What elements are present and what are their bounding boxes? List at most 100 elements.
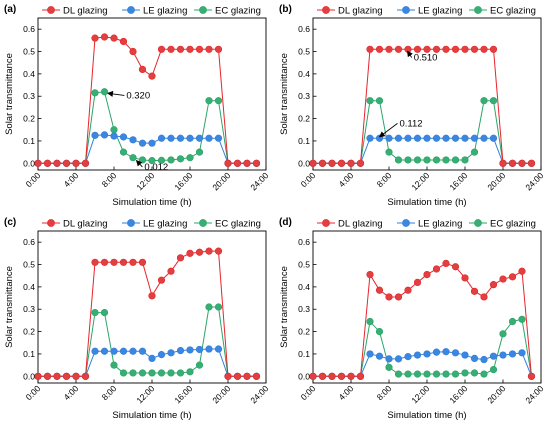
data-point-le bbox=[404, 353, 412, 361]
legend-marker-ec bbox=[199, 6, 207, 14]
annotation-label: 0.510 bbox=[414, 52, 438, 63]
data-point-ec bbox=[423, 156, 431, 164]
data-point-le bbox=[176, 346, 185, 355]
x-tick-label: 8:00 bbox=[375, 383, 394, 402]
y-tick-label: 0.5 bbox=[298, 260, 310, 270]
data-point-dl bbox=[176, 254, 185, 262]
annotation-arrow-head bbox=[378, 131, 386, 138]
plot-frame bbox=[37, 17, 267, 171]
data-point-le bbox=[366, 134, 374, 142]
data-point-dl bbox=[508, 273, 517, 281]
data-point-le bbox=[214, 134, 223, 142]
data-point-le bbox=[432, 134, 441, 142]
x-tick-label: 20:00 bbox=[485, 170, 507, 192]
data-point-ec bbox=[385, 148, 393, 156]
data-point-dl bbox=[499, 159, 507, 167]
data-point-le bbox=[394, 355, 403, 363]
data-point-le bbox=[442, 134, 450, 142]
data-point-dl bbox=[394, 45, 403, 53]
data-point-dl bbox=[233, 159, 242, 167]
data-point-ec bbox=[451, 370, 460, 378]
data-point-dl bbox=[375, 45, 384, 53]
data-point-ec bbox=[110, 126, 118, 134]
data-point-dl bbox=[72, 372, 80, 380]
data-point-le bbox=[157, 134, 166, 142]
y-tick-label: 0.6 bbox=[298, 237, 310, 247]
data-point-dl bbox=[224, 159, 232, 167]
data-point-ec bbox=[100, 88, 109, 96]
x-tick-label: 0:00 bbox=[24, 383, 43, 402]
x-tick-label: 24:00 bbox=[248, 383, 270, 405]
data-point-dl bbox=[167, 45, 175, 53]
data-point-le bbox=[91, 131, 99, 139]
data-point-ec bbox=[508, 317, 517, 326]
plot-frame bbox=[312, 17, 542, 171]
data-point-ec bbox=[167, 369, 175, 377]
x-tick-label: 12:00 bbox=[134, 383, 156, 405]
data-point-dl bbox=[451, 263, 460, 271]
data-point-le bbox=[442, 348, 450, 356]
y-tick-label: 0.2 bbox=[23, 114, 35, 124]
series-line-le bbox=[313, 351, 532, 377]
legend-marker-dl bbox=[322, 6, 330, 14]
x-tick-label: 8:00 bbox=[100, 170, 119, 189]
y-axis-title: Solar transmittance bbox=[4, 53, 15, 135]
data-point-dl bbox=[489, 45, 498, 53]
data-point-ec bbox=[176, 369, 185, 377]
data-point-le bbox=[423, 134, 431, 142]
series-line-dl bbox=[313, 262, 532, 377]
annotation-arrow-line bbox=[111, 93, 125, 96]
y-axis-title: Solar transmittance bbox=[279, 53, 290, 135]
data-point-ec bbox=[119, 148, 128, 156]
data-point-ec bbox=[375, 97, 384, 105]
data-point-ec bbox=[404, 156, 412, 164]
data-point-dl bbox=[366, 270, 374, 279]
data-point-le bbox=[129, 347, 137, 355]
annotation-arrow-head bbox=[406, 50, 413, 58]
data-point-dl bbox=[157, 45, 166, 53]
legend-label-dl: DL glazing bbox=[63, 6, 108, 17]
data-point-le bbox=[148, 139, 156, 147]
data-point-dl bbox=[451, 45, 460, 53]
data-point-dl bbox=[81, 372, 90, 380]
data-point-dl bbox=[432, 45, 441, 53]
x-tick-label: 20:00 bbox=[210, 383, 232, 405]
data-point-dl bbox=[148, 292, 156, 300]
data-point-le bbox=[404, 134, 412, 142]
legend-marker-le bbox=[127, 6, 135, 14]
data-point-le bbox=[470, 134, 479, 142]
data-point-ec bbox=[148, 369, 156, 377]
data-point-dl bbox=[214, 247, 223, 255]
data-point-ec bbox=[119, 369, 128, 377]
data-point-dl bbox=[432, 265, 441, 273]
y-tick-label: 0.0 bbox=[298, 371, 310, 381]
data-point-dl bbox=[309, 159, 317, 167]
data-point-dl bbox=[138, 65, 147, 74]
data-point-ec bbox=[205, 303, 213, 311]
data-point-ec bbox=[91, 308, 99, 317]
data-point-ec bbox=[518, 315, 526, 323]
data-point-dl bbox=[518, 159, 526, 167]
legend-marker-dl bbox=[322, 219, 330, 227]
data-point-le bbox=[499, 351, 507, 359]
data-point-le bbox=[138, 347, 147, 355]
legend-label-ec: EC glazing bbox=[490, 6, 536, 17]
data-point-ec bbox=[404, 370, 412, 378]
y-tick-label: 0.0 bbox=[23, 158, 35, 168]
data-point-le bbox=[119, 347, 128, 355]
data-point-dl bbox=[119, 37, 128, 46]
data-point-dl bbox=[385, 45, 393, 53]
data-point-dl bbox=[480, 45, 488, 53]
legend-label-ec: EC glazing bbox=[215, 6, 261, 17]
data-point-le bbox=[167, 134, 175, 142]
data-point-dl bbox=[100, 258, 109, 266]
legend-marker-dl bbox=[47, 219, 55, 227]
legend-marker-ec bbox=[199, 219, 207, 227]
data-point-ec bbox=[129, 154, 137, 162]
data-point-le bbox=[110, 132, 118, 140]
chart-panel-2: (b) 0.0 0.1 0.2 0.3 0.4 0.5 0.6 0:00 4:00 8:00 12:0… bbox=[279, 4, 546, 208]
data-point-ec bbox=[91, 89, 99, 97]
y-tick-label: 0.6 bbox=[23, 237, 35, 247]
data-point-dl bbox=[34, 372, 42, 380]
x-tick-label: 0:00 bbox=[24, 170, 43, 189]
